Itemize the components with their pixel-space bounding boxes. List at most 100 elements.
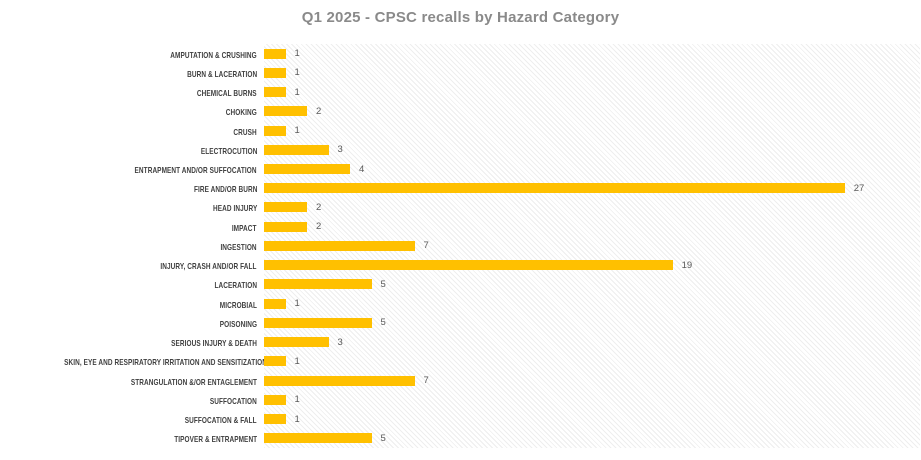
- category-label: SKIN, EYE AND RESPIRATORY IRRITATION AND…: [64, 357, 268, 368]
- category-label-cell: TIPOVER & ENTRAPMENT: [0, 429, 264, 447]
- bar-row: SERIOUS INJURY & DEATH 3: [0, 333, 920, 352]
- category-label: SERIOUS INJURY & DEATH: [171, 338, 257, 349]
- value-label: 19: [681, 259, 693, 271]
- chart-title: Q1 2025 - CPSC recalls by Hazard Categor…: [301, 9, 620, 26]
- bar: [264, 279, 372, 290]
- bar-row: TIPOVER & ENTRAPMENT 5: [0, 429, 920, 448]
- bar: [264, 144, 329, 155]
- value-label: 1: [294, 67, 300, 79]
- category-label-cell: ELECTROCUTION: [0, 141, 264, 159]
- bar-row: LACERATION 5: [0, 275, 920, 294]
- value-label: 3: [337, 336, 343, 348]
- category-label-cell: FIRE AND/OR BURN: [0, 179, 264, 197]
- bar-cell: 1: [264, 390, 920, 409]
- bar-row: SUFFOCATION 1: [0, 390, 920, 409]
- value-label: 2: [316, 201, 322, 213]
- bar-cell: 4: [264, 159, 920, 178]
- bar-cell: 19: [264, 256, 920, 275]
- category-label: ELECTROCUTION: [200, 145, 257, 156]
- bar-cell: 3: [264, 140, 920, 159]
- bar-row: CHEMICAL BURNS 1: [0, 82, 920, 101]
- bar-cell: 3: [264, 333, 920, 352]
- category-label-cell: CHEMICAL BURNS: [0, 83, 264, 101]
- bar-cell: 5: [264, 275, 920, 294]
- bar: [264, 106, 308, 117]
- category-label: ENTRAPMENT AND/OR SUFFOCATION: [134, 165, 257, 176]
- value-label: 1: [294, 298, 300, 310]
- category-label-cell: BURN & LACERATION: [0, 64, 264, 82]
- bar-row: AMPUTATION & CRUSHING 1: [0, 44, 920, 63]
- category-label-cell: INGESTION: [0, 237, 264, 255]
- category-label: SUFFOCATION: [209, 395, 257, 406]
- bar-row: HEAD INJURY 2: [0, 198, 920, 217]
- category-label: TIPOVER & ENTRAPMENT: [174, 434, 257, 445]
- bar: [264, 298, 286, 309]
- bar: [264, 67, 286, 78]
- bar-cell: 2: [264, 198, 920, 217]
- category-label: MICROBIAL: [219, 299, 257, 310]
- bar-cell: 7: [264, 371, 920, 390]
- bar-row: SKIN, EYE AND RESPIRATORY IRRITATION AND…: [0, 352, 920, 371]
- bar-row: CHOKING 2: [0, 102, 920, 121]
- category-label: BURN & LACERATION: [186, 68, 257, 79]
- value-label: 1: [294, 48, 300, 60]
- bar-row: CRUSH 1: [0, 121, 920, 140]
- bar-cell: 1: [264, 352, 920, 371]
- category-label-cell: SUFFOCATION & FALL: [0, 410, 264, 428]
- category-label-cell: MICROBIAL: [0, 295, 264, 313]
- category-label: SUFFOCATION & FALL: [185, 415, 257, 426]
- bar-cell: 1: [264, 82, 920, 101]
- bar-cell: 5: [264, 313, 920, 332]
- bar: [264, 356, 286, 367]
- category-label-cell: CHOKING: [0, 102, 264, 120]
- bar: [264, 48, 286, 59]
- value-label: 4: [359, 163, 365, 175]
- value-label: 7: [423, 375, 429, 387]
- bar-cell: 7: [264, 236, 920, 255]
- bar-row: ENTRAPMENT AND/OR SUFFOCATION 4: [0, 159, 920, 178]
- category-label-cell: CRUSH: [0, 122, 264, 140]
- bar: [264, 260, 673, 271]
- bar: [264, 183, 845, 194]
- bar-row: MICROBIAL 1: [0, 294, 920, 313]
- bar-cell: 1: [264, 294, 920, 313]
- category-label-cell: IMPACT: [0, 218, 264, 236]
- bar-row: INGESTION 7: [0, 236, 920, 255]
- value-label: 7: [423, 240, 429, 252]
- bar-cell: 1: [264, 63, 920, 82]
- category-label-cell: ENTRAPMENT AND/OR SUFFOCATION: [0, 160, 264, 178]
- bar: [264, 375, 415, 386]
- value-label: 3: [337, 144, 343, 156]
- bar: [264, 414, 286, 425]
- value-label: 2: [316, 221, 322, 233]
- bar: [264, 433, 372, 444]
- value-label: 1: [294, 86, 300, 98]
- category-label-cell: STRANGULATION &/OR ENTAGLEMENT: [0, 372, 264, 390]
- bar-row: POISONING 5: [0, 313, 920, 332]
- bar-row: FIRE AND/OR BURN 27: [0, 179, 920, 198]
- bar: [264, 394, 286, 405]
- category-label: STRANGULATION &/OR ENTAGLEMENT: [130, 376, 257, 387]
- category-label: HEAD INJURY: [212, 203, 257, 214]
- category-label-cell: HEAD INJURY: [0, 198, 264, 216]
- bar: [264, 317, 372, 328]
- bar-row: STRANGULATION &/OR ENTAGLEMENT 7: [0, 371, 920, 390]
- bar-row: BURN & LACERATION 1: [0, 63, 920, 82]
- bar-row: INJURY, CRASH AND/OR FALL 19: [0, 256, 920, 275]
- bar-cell: 1: [264, 121, 920, 140]
- category-label-cell: POISONING: [0, 314, 264, 332]
- value-label: 5: [380, 278, 386, 290]
- category-label: INJURY, CRASH AND/OR FALL: [160, 261, 257, 272]
- value-label: 1: [294, 355, 300, 367]
- bar: [264, 202, 308, 213]
- category-label: LACERATION: [214, 280, 257, 291]
- bar: [264, 87, 286, 98]
- category-label: INGESTION: [220, 241, 257, 252]
- bar-cell: 1: [264, 44, 920, 63]
- category-label-cell: INJURY, CRASH AND/OR FALL: [0, 256, 264, 274]
- value-label: 1: [294, 125, 300, 137]
- bar: [264, 337, 329, 348]
- category-label: AMPUTATION & CRUSHING: [170, 49, 257, 60]
- value-label: 5: [380, 317, 386, 329]
- bar-cell: 27: [264, 179, 920, 198]
